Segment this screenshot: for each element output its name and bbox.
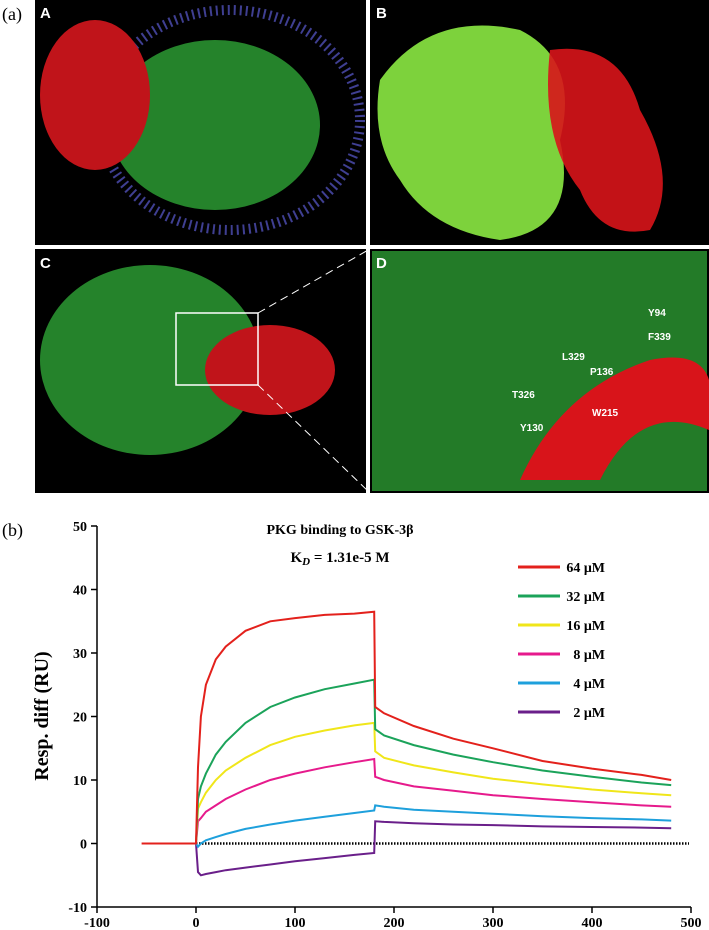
subpanel-label: A <box>40 5 51 22</box>
residue-label: W215 <box>592 408 619 419</box>
residue-label: P136 <box>590 367 614 378</box>
protein <box>205 325 335 415</box>
series-line <box>195 721 672 844</box>
y-axis-label: Resp. diff (RU) <box>31 651 53 780</box>
residue-label: T326 <box>512 390 535 401</box>
series-line <box>195 804 672 849</box>
panel-a: A B C D <box>35 0 709 494</box>
protein <box>110 40 320 210</box>
subpanel-label: D <box>376 255 387 272</box>
panel-label: (b) <box>2 520 23 541</box>
series-line <box>195 820 672 877</box>
series-line <box>195 757 672 844</box>
x-tick-label: -100 <box>84 916 110 930</box>
dots <box>95 5 365 235</box>
legend-label: 64 μM <box>566 561 605 576</box>
residue-label: F339 <box>648 332 671 343</box>
legend-label: 16 μM <box>566 619 605 634</box>
x-tick-label: 400 <box>582 916 603 930</box>
y-tick-label: 50 <box>73 520 87 535</box>
legend-label: 32 μM <box>566 590 605 605</box>
subpanel-label: B <box>376 5 387 22</box>
series-line <box>141 610 672 845</box>
x-tick-label: 200 <box>384 916 405 930</box>
annotation: KD = 1.31e-5 M <box>291 550 390 568</box>
zoom-line <box>257 248 371 494</box>
residue-label: L329 <box>562 352 585 363</box>
protein <box>520 357 709 480</box>
subpanel-label: C <box>40 255 51 272</box>
x-tick-label: 500 <box>681 916 702 930</box>
residue-label: Y130 <box>520 423 544 434</box>
y-tick-label: 30 <box>73 647 87 662</box>
residue-label: Y94 <box>648 308 666 319</box>
y-tick-label: -10 <box>68 901 87 916</box>
x-tick-label: 300 <box>483 916 504 930</box>
zoom-box <box>175 312 259 386</box>
legend-label: 2 μM <box>573 706 605 721</box>
x-tick-label: 100 <box>285 916 306 930</box>
x-tick-label: 0 <box>193 916 200 930</box>
panel-label: (a) <box>2 4 22 25</box>
surface <box>377 25 565 240</box>
legend-label: 4 μM <box>573 677 605 692</box>
protein <box>548 48 663 232</box>
protein <box>40 20 150 170</box>
y-tick-label: 40 <box>73 584 87 599</box>
y-tick-label: 20 <box>73 711 87 726</box>
y-tick-label: 0 <box>80 838 87 853</box>
chart-title: PKG binding to GSK-3β <box>266 523 413 538</box>
y-tick-label: 10 <box>73 774 87 789</box>
series-line <box>195 678 672 844</box>
legend-label: 8 μM <box>573 648 605 663</box>
